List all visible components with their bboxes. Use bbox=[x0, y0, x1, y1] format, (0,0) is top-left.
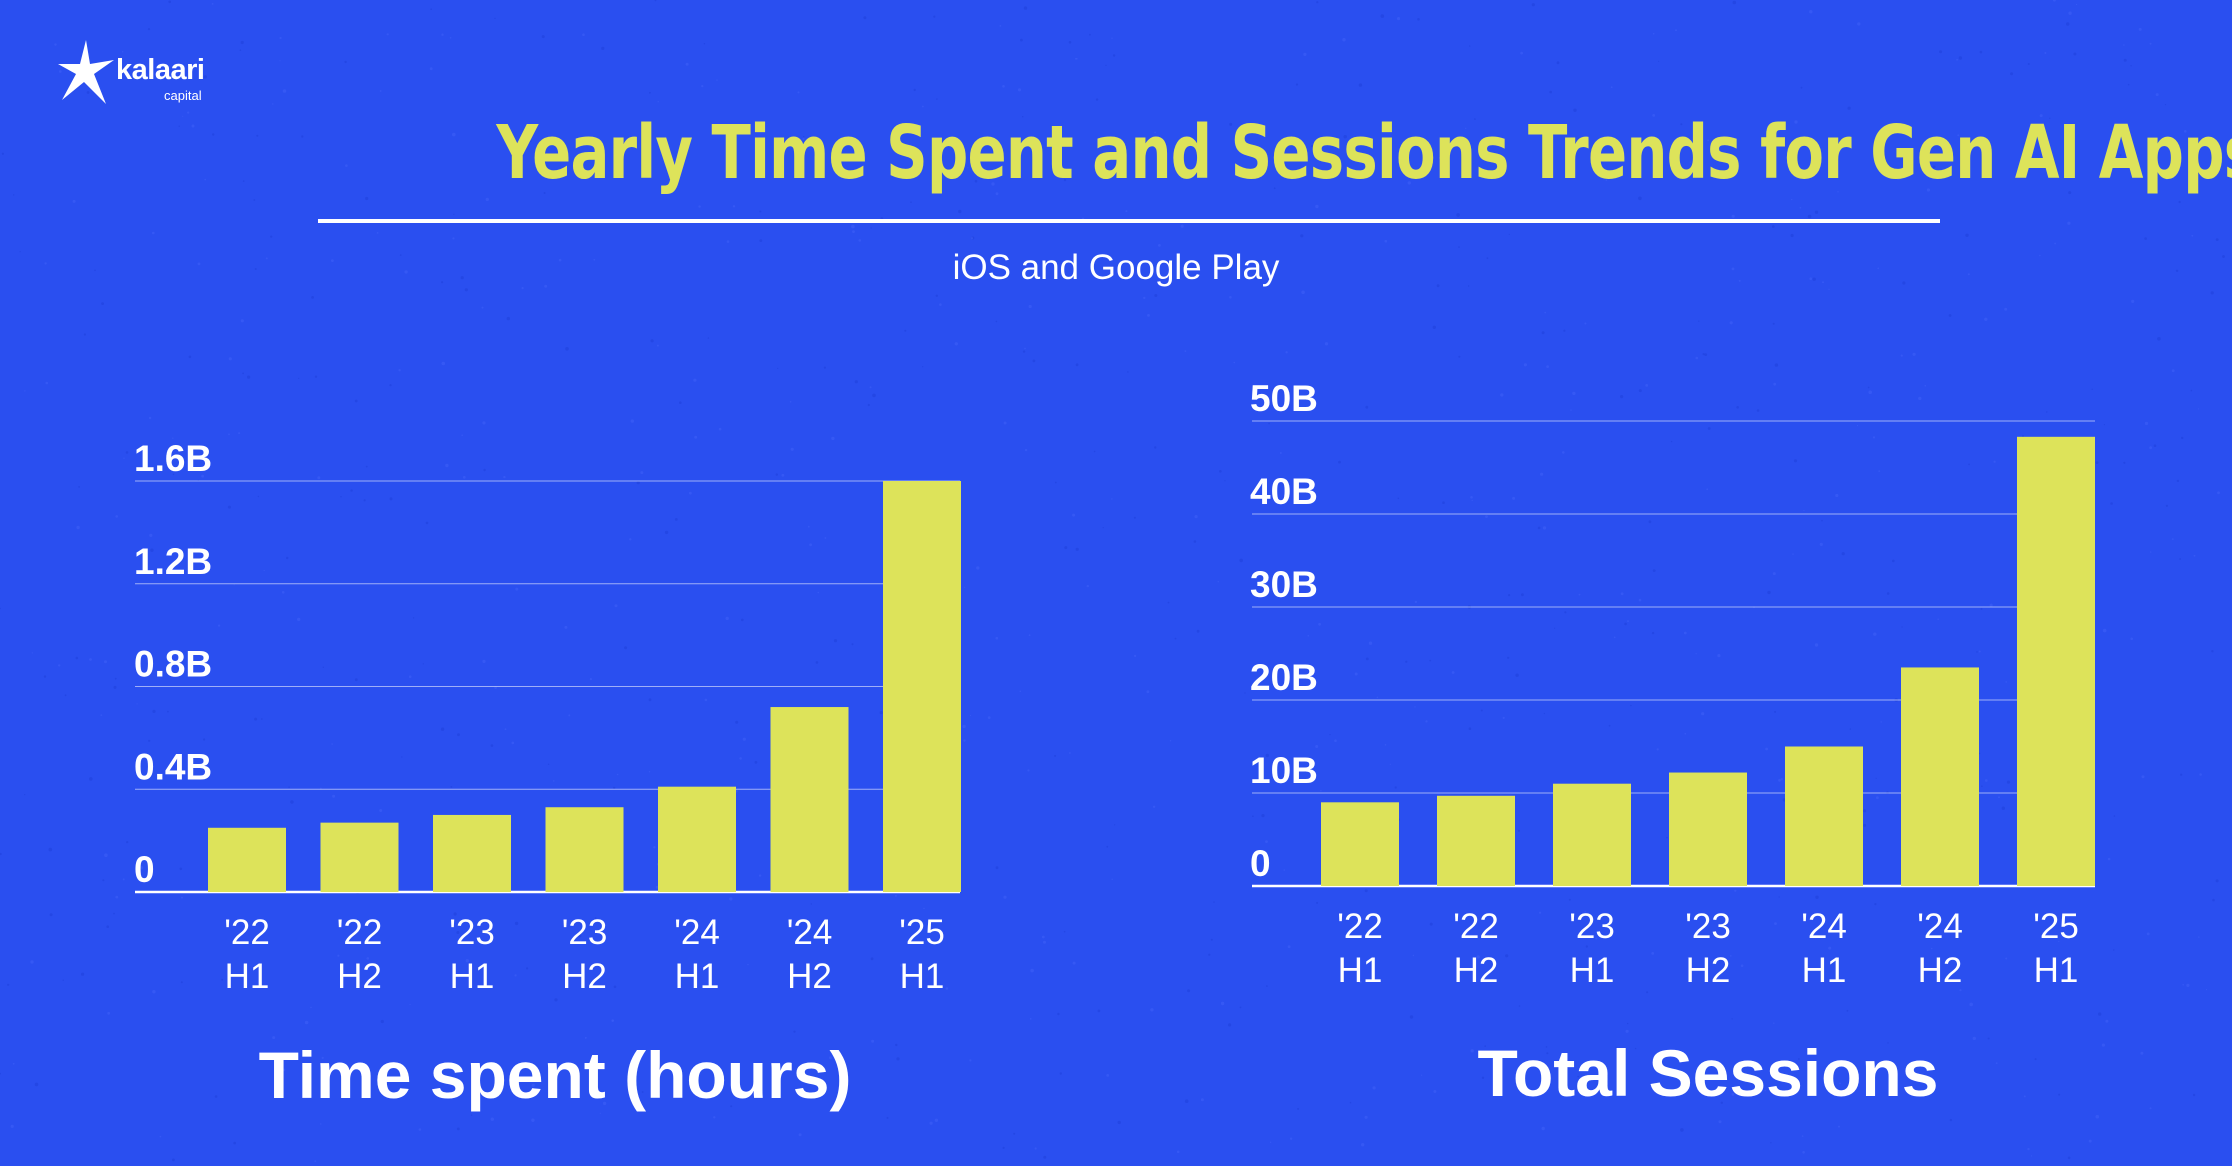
sessions-xtick-half: H1 bbox=[1570, 951, 1615, 990]
time-spent-bar bbox=[883, 481, 961, 892]
time-spent-bar bbox=[545, 807, 624, 892]
time-spent-xtick-year: '23 bbox=[562, 913, 608, 952]
sessions-xtick-half: H1 bbox=[2034, 951, 2079, 990]
logo-subtext: capital bbox=[164, 88, 202, 103]
time-spent-xtick-half: H1 bbox=[675, 957, 720, 996]
time-spent-xtick-year: '24 bbox=[787, 913, 833, 952]
sessions-xtick-year: '23 bbox=[1685, 907, 1731, 946]
time-spent-ytick-label: 0.4B bbox=[134, 746, 212, 787]
sessions-xtick-year: '24 bbox=[1917, 907, 1963, 946]
sessions-xtick-year: '23 bbox=[1569, 907, 1615, 946]
sessions-ytick-label: 40B bbox=[1250, 471, 1318, 512]
sessions-xtick-half: H2 bbox=[1686, 951, 1731, 990]
time-spent-xtick-year: '24 bbox=[674, 913, 720, 952]
time-spent-bar bbox=[208, 827, 286, 892]
title-underline bbox=[318, 219, 1940, 223]
time-spent-ytick-label: 1.6B bbox=[134, 438, 212, 479]
sessions-bar bbox=[1901, 667, 1979, 886]
time-spent-xtick-half: H2 bbox=[562, 957, 607, 996]
sessions-xtick-year: '24 bbox=[1801, 907, 1847, 946]
time-spent-ytick-label: 0.8B bbox=[134, 644, 212, 685]
sessions-ytick-label: 20B bbox=[1250, 657, 1318, 698]
time-spent-bar bbox=[770, 707, 849, 892]
time-spent-xtick-half: H1 bbox=[450, 957, 495, 996]
sessions-bar bbox=[1553, 783, 1631, 886]
sessions-xtick-year: '25 bbox=[2033, 907, 2079, 946]
star-icon bbox=[58, 40, 114, 104]
time-spent-xtick-half: H2 bbox=[337, 957, 382, 996]
time-spent-bar bbox=[433, 814, 511, 892]
time-spent-ytick-label: 0 bbox=[134, 849, 155, 890]
time-spent-xtick-year: '25 bbox=[899, 913, 945, 952]
sessions-bar bbox=[2017, 436, 2095, 886]
sessions-bar bbox=[1437, 795, 1515, 886]
sessions-bar bbox=[1321, 802, 1399, 886]
logo-word: kalaari bbox=[116, 54, 205, 86]
sessions-xtick-half: H2 bbox=[1918, 951, 1963, 990]
sessions-chart-title: Total Sessions bbox=[1478, 1036, 1939, 1110]
time-spent-bar bbox=[320, 822, 399, 892]
sessions-bar bbox=[1669, 772, 1747, 886]
time-spent-xtick-half: H2 bbox=[787, 957, 832, 996]
sessions-xtick-half: H1 bbox=[1802, 951, 1847, 990]
time-spent-chart-title: Time spent (hours) bbox=[259, 1038, 852, 1112]
page-subtitle: iOS and Google Play bbox=[952, 248, 1280, 287]
sessions-xtick-half: H2 bbox=[1454, 951, 1499, 990]
time-spent-xtick-year: '22 bbox=[224, 913, 270, 952]
sessions-ytick-label: 10B bbox=[1250, 750, 1318, 791]
time-spent-xtick-half: H1 bbox=[900, 957, 945, 996]
sessions-ytick-label: 30B bbox=[1250, 564, 1318, 605]
time-spent-ytick-label: 1.2B bbox=[134, 541, 212, 582]
sessions-xtick-half: H1 bbox=[1338, 951, 1383, 990]
sessions-ytick-label: 50B bbox=[1250, 378, 1318, 419]
sessions-xtick-year: '22 bbox=[1453, 907, 1499, 946]
sessions-bar bbox=[1785, 746, 1863, 886]
time-spent-xtick-year: '22 bbox=[337, 913, 383, 952]
sessions-ytick-label: 0 bbox=[1250, 843, 1271, 884]
time-spent-xtick-half: H1 bbox=[225, 957, 270, 996]
time-spent-chart: 0 0.4B 0.8B 1.2B 1.6B '22 H1 '22 H2 '23 H1 '23 H2 '24… bbox=[134, 438, 961, 1112]
time-spent-bar bbox=[658, 786, 736, 892]
sessions-xtick-year: '22 bbox=[1337, 907, 1383, 946]
kalaari-logo: kalaari capital bbox=[56, 38, 226, 108]
time-spent-xtick-year: '23 bbox=[449, 913, 495, 952]
